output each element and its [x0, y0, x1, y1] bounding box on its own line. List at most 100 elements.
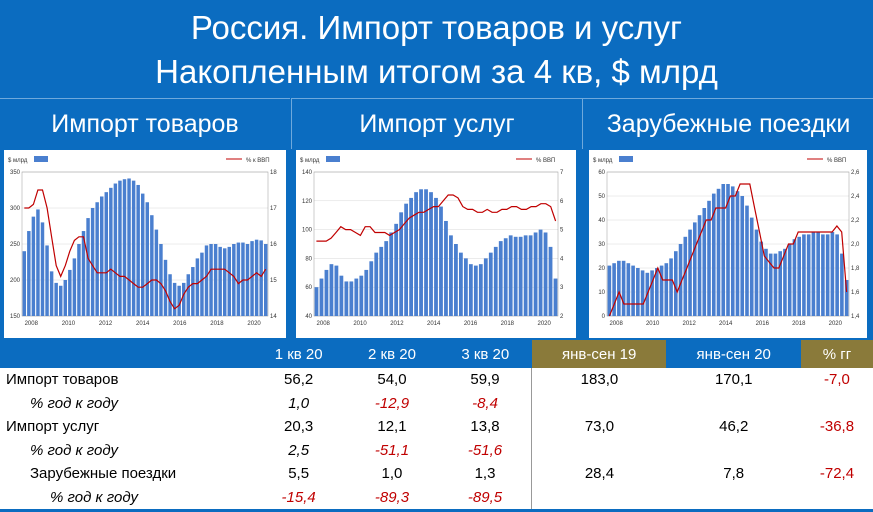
bar [263, 244, 268, 316]
bar [99, 196, 104, 316]
x-tick-label: 2010 [353, 321, 367, 327]
table-row: % год к году 1,0 -12,9 -8,4 [0, 391, 873, 415]
bar [664, 263, 669, 316]
bar [830, 232, 835, 316]
bar [650, 270, 654, 316]
bar [154, 229, 159, 316]
bar [553, 278, 558, 316]
x-tick-label: 2014 [427, 321, 441, 327]
cell: -51,6 [438, 438, 532, 462]
bar [636, 268, 640, 316]
bar-series [22, 178, 268, 316]
bar [821, 234, 825, 316]
legend-left-unit: $ млрд [593, 158, 613, 164]
bar [538, 229, 543, 316]
bar [692, 222, 697, 316]
legend-left-unit: $ млрд [8, 158, 28, 164]
summary-table: 1 кв 20 2 кв 20 3 кв 20 янв-сен 19 янв-с… [0, 340, 873, 509]
legend-bar-swatch [326, 156, 340, 162]
bar [721, 184, 726, 316]
chart-goods: $ млрд % к ВВП 150 200 250 300 350 14 15 16 17 18 20… [4, 150, 286, 338]
y-left-tick-label: 80 [305, 256, 312, 262]
cell: 46,2 [666, 415, 801, 439]
y-left-tick-label: 60 [598, 170, 605, 176]
bar [414, 192, 418, 316]
y-right-tick-label: 2,6 [851, 170, 860, 176]
bar [607, 265, 612, 316]
bar [195, 258, 200, 316]
bar [339, 275, 344, 316]
bar [131, 180, 136, 316]
cell: 73,0 [531, 415, 667, 439]
row-label: % год к году [0, 438, 252, 462]
row-label: Импорт товаров [0, 368, 252, 392]
bar [213, 244, 218, 316]
line-series [24, 189, 267, 310]
x-tick-label: 2020 [538, 321, 552, 327]
cell: 56,2 [252, 368, 346, 392]
bar [508, 235, 513, 316]
bar [493, 246, 498, 316]
bar [172, 282, 177, 316]
legend-bar-swatch [619, 156, 633, 162]
legend-left-unit: $ млрд [300, 158, 320, 164]
x-tick-label: 2012 [390, 321, 404, 327]
bar [764, 248, 768, 316]
header-q2: 2 кв 20 [345, 340, 439, 368]
bar [72, 258, 77, 316]
legend-right-unit: % ВВП [827, 158, 846, 164]
y-left-tick-label: 150 [10, 314, 21, 320]
y-right-tick-label: 3 [560, 285, 564, 291]
bar [816, 232, 820, 316]
y-left-tick-label: 50 [598, 194, 605, 200]
bar [369, 261, 374, 316]
bar [379, 246, 384, 316]
cell: -89,5 [438, 485, 532, 509]
bar [236, 242, 241, 316]
bar [399, 212, 404, 316]
bar [711, 193, 716, 316]
bar [806, 234, 811, 316]
bar [473, 265, 478, 316]
cell: 7,8 [666, 462, 801, 486]
y-right-tick-label: 1,6 [851, 290, 860, 296]
bar [22, 251, 27, 316]
bar [177, 285, 181, 316]
bar [204, 245, 209, 316]
bar [444, 220, 448, 316]
cell: -72,4 [800, 462, 873, 486]
cell: 28,4 [531, 462, 667, 486]
x-tick-label: 2014 [719, 321, 733, 327]
bar [707, 200, 711, 316]
bar [640, 270, 645, 316]
y-right-tick-label: 14 [270, 314, 277, 320]
bar [31, 216, 36, 316]
bar [140, 193, 145, 316]
cell [666, 438, 801, 462]
bar [54, 282, 58, 316]
bar [324, 269, 329, 316]
bar [518, 236, 523, 316]
y-right-tick-label: 16 [270, 242, 277, 248]
bar [683, 236, 688, 316]
y-right-tick-label: 7 [560, 170, 564, 176]
bar [745, 205, 749, 316]
panel-heading-services: Импорт услуг [291, 98, 582, 149]
y-right-tick-label: 15 [270, 278, 277, 284]
bar [254, 239, 259, 316]
bar [113, 183, 118, 316]
bar [778, 251, 782, 316]
y-right-tick-label: 17 [270, 206, 277, 212]
cell: -89,3 [345, 485, 439, 509]
y-left-tick-label: 140 [302, 170, 313, 176]
y-left-tick-label: 30 [598, 242, 605, 248]
header-yoy: % гг [800, 340, 873, 368]
line-series [316, 194, 557, 242]
bar [726, 184, 730, 316]
bar [840, 253, 844, 316]
bar [697, 215, 702, 316]
bar [127, 178, 131, 316]
bar [168, 274, 172, 316]
y-left-tick-label: 250 [10, 242, 21, 248]
cell [666, 485, 801, 509]
